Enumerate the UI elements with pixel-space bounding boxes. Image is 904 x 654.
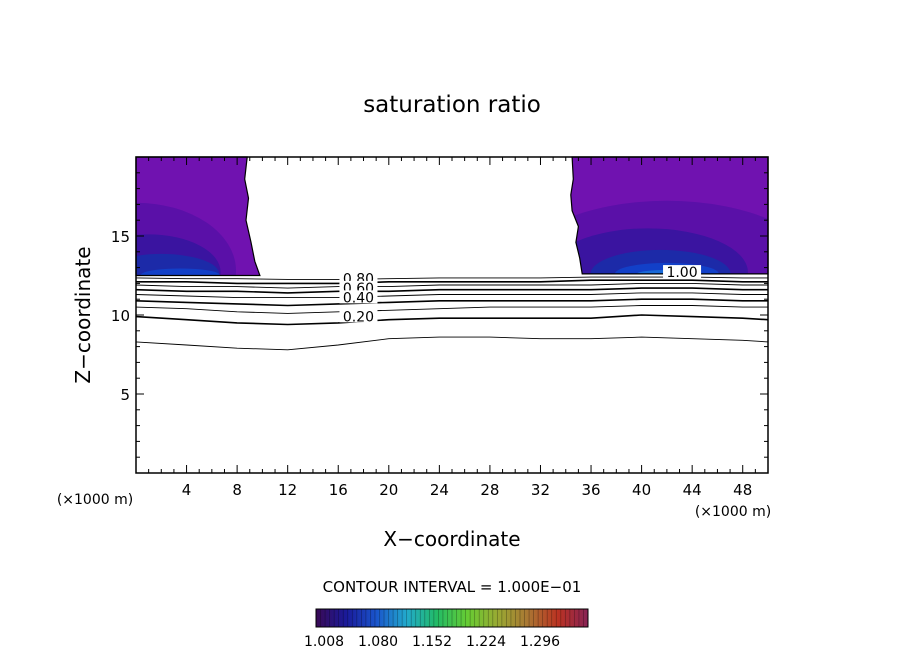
- colorbar: [315, 608, 589, 628]
- contour-label-bg: [663, 265, 702, 279]
- x-tick-label: 32: [531, 481, 550, 499]
- left-band-blue: [140, 268, 221, 276]
- contour-label-bg: [339, 290, 378, 304]
- contour-label-bg: [339, 309, 378, 323]
- right-band-deepblue: [590, 249, 731, 274]
- x-tick-label: 8: [232, 481, 242, 499]
- colorbar-tick-label: 1.152: [412, 634, 452, 650]
- x-unit-label-right: (×1000 m): [695, 504, 771, 520]
- left-saturated-region: [136, 157, 260, 276]
- contour-lines: [135, 276, 769, 351]
- x-tick-label: 28: [480, 481, 499, 499]
- contour-line-0.8: [136, 279, 768, 285]
- x-tick-label: 48: [733, 481, 752, 499]
- left-region-outline: [135, 156, 261, 277]
- contour-labels: 0.800.600.400.201.00: [339, 265, 702, 325]
- y-tick-label: 5: [120, 386, 130, 404]
- colorbar-stripes: [320, 609, 584, 627]
- x-tick-label: 20: [379, 481, 398, 499]
- axis-ticks: [136, 157, 768, 473]
- x-axis-label: X−coordinate: [383, 527, 520, 551]
- colorbar-labels: 1.008 1.080 1.152 1.224 1.296: [304, 634, 560, 650]
- contour-line-0.7: [135, 282, 768, 289]
- x-tick-labels: 4 8 12 16 20 24 28 32 36 40 44 48: [182, 481, 752, 499]
- contour-line-0.3: [135, 305, 768, 314]
- contour-interval-text: CONTOUR INTERVAL = 1.000E−01: [323, 578, 582, 596]
- x-tick-label: 36: [581, 481, 600, 499]
- x-tick-label: 44: [683, 481, 702, 499]
- contour-label: 0.20: [343, 309, 374, 325]
- colorbar-tick-label: 1.008: [304, 634, 344, 650]
- contour-line-0.1: [135, 336, 769, 351]
- contour-line-0.5: [135, 292, 768, 299]
- contour-line-0.6: [135, 287, 768, 294]
- x-tick-label: 12: [278, 481, 297, 499]
- colorbar-tick-label: 1.224: [466, 634, 506, 650]
- x-tick-label: 16: [329, 481, 348, 499]
- y-tick-label: 10: [111, 307, 130, 325]
- x-unit-label-left: (×1000 m): [57, 492, 133, 508]
- colorbar-tick-label: 1.296: [520, 634, 560, 650]
- contour-label: 0.40: [343, 290, 374, 306]
- contour-label: 1.00: [666, 265, 697, 281]
- contour-line-0.2: [135, 314, 769, 326]
- y-tick-labels: 5 10 15: [111, 228, 130, 404]
- y-axis-label: Z−coordinate: [71, 246, 95, 383]
- x-tick-label: 24: [430, 481, 449, 499]
- y-tick-label: 15: [111, 228, 130, 246]
- right-saturated-region: [570, 157, 768, 274]
- x-tick-label: 4: [182, 481, 192, 499]
- x-tick-label: 40: [632, 481, 651, 499]
- chart-title: saturation ratio: [363, 92, 541, 118]
- left-band-violet: [136, 202, 236, 276]
- colorbar-tick-label: 1.080: [358, 634, 398, 650]
- saturation-fill-regions: [135, 156, 769, 277]
- contour-line-0.4: [135, 298, 768, 307]
